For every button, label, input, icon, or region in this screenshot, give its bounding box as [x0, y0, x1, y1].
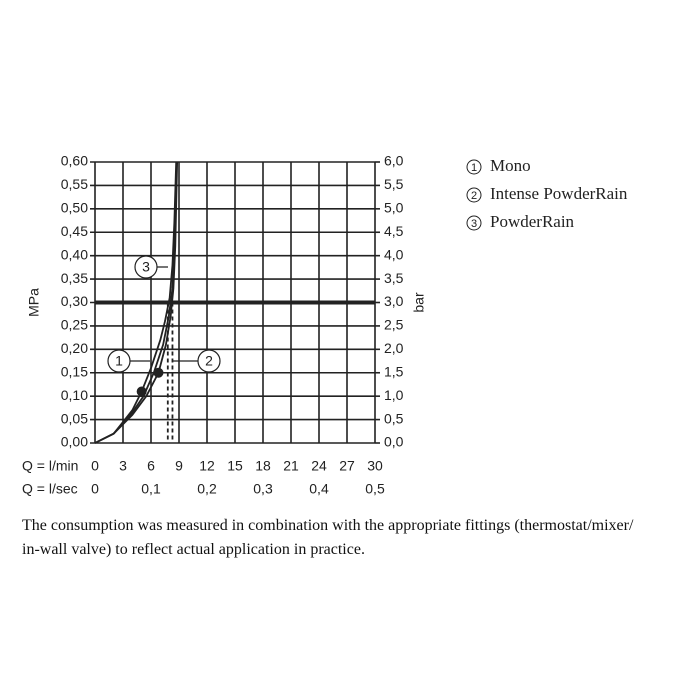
y2-tick-label: 2,0 — [384, 340, 404, 356]
y2-tick-label: 1,0 — [384, 387, 404, 403]
series-line — [94, 161, 178, 444]
y-tick-label: 0,10 — [61, 387, 88, 403]
y2-tick-label: 4,0 — [384, 246, 404, 262]
y-tick-label: 0,25 — [61, 317, 88, 333]
callout-circle — [107, 349, 131, 373]
legend-label: Mono — [490, 156, 531, 175]
legend-number: 3 — [471, 218, 477, 230]
y-tick-label: 0,45 — [61, 223, 88, 239]
y-tick-label: 0,15 — [61, 363, 88, 379]
x2-tick-label: 0,2 — [197, 481, 217, 497]
callout-circle — [197, 349, 221, 373]
note: in-wall valve) to reflect actual applica… — [22, 541, 365, 558]
callout-label: 2 — [205, 353, 213, 369]
x-axis-label: Q = l/min — [22, 458, 78, 474]
y-tick-label: 0,55 — [61, 176, 88, 192]
y2-tick-label: 3,5 — [384, 270, 404, 286]
x-tick-label: 0 — [91, 458, 99, 474]
x-tick-label: 3 — [119, 458, 127, 474]
note: The consumption was measured in combinat… — [22, 517, 634, 534]
y2-tick-label: 5,0 — [384, 200, 404, 216]
y2-tick-label: 5,5 — [384, 176, 404, 192]
x-tick-label: 21 — [283, 458, 299, 474]
series-line — [94, 161, 178, 444]
y-tick-label: 0,35 — [61, 270, 88, 286]
y-axis-label: MPa — [26, 288, 42, 317]
y2-tick-label: 6,0 — [384, 153, 404, 169]
legend-circle — [466, 215, 482, 231]
legend-label: PowderRain — [490, 212, 575, 231]
callout-circle — [134, 255, 158, 279]
y-tick-label: 0,40 — [61, 246, 88, 262]
x2-tick-label: 0 — [91, 481, 99, 497]
x-tick-label: 9 — [175, 458, 183, 474]
marker — [153, 367, 164, 378]
y-tick-label: 0,05 — [61, 410, 88, 426]
x2-tick-label: 0,5 — [365, 481, 385, 497]
y2-tick-label: 1,5 — [384, 363, 404, 379]
y2-tick-label: 0,0 — [384, 434, 404, 450]
x-tick-label: 15 — [227, 458, 243, 474]
legend-circle — [466, 187, 482, 203]
x-tick-label: 24 — [311, 458, 327, 474]
marker — [136, 386, 147, 397]
x-tick-label: 18 — [255, 458, 271, 474]
y-tick-label: 0,30 — [61, 293, 88, 309]
y-tick-label: 0,50 — [61, 200, 88, 216]
x2-tick-label: 0,3 — [253, 481, 273, 497]
y-tick-label: 0,20 — [61, 340, 88, 356]
y2-tick-label: 0,5 — [384, 410, 404, 426]
x-tick-label: 27 — [339, 458, 355, 474]
x2-axis-label: Q = l/sec — [22, 481, 78, 497]
y2-tick-label: 3,0 — [384, 293, 404, 309]
callout-label: 1 — [115, 353, 123, 369]
y-tick-label: 0,00 — [61, 434, 88, 450]
legend-label: Intense PowderRain — [490, 184, 628, 203]
callout-label: 3 — [142, 259, 150, 275]
y2-tick-label: 2,5 — [384, 317, 404, 333]
x-tick-label: 12 — [199, 458, 215, 474]
legend-number: 2 — [471, 190, 477, 202]
x-tick-label: 6 — [147, 458, 155, 474]
legend-number: 1 — [471, 162, 477, 174]
x2-tick-label: 0,1 — [141, 481, 161, 497]
x2-tick-label: 0,4 — [309, 481, 329, 497]
y2-tick-label: 4,5 — [384, 223, 404, 239]
y-tick-label: 0,60 — [61, 153, 88, 169]
y2-axis-label: bar — [411, 292, 427, 313]
x-tick-label: 30 — [367, 458, 383, 474]
legend-circle — [466, 159, 482, 175]
